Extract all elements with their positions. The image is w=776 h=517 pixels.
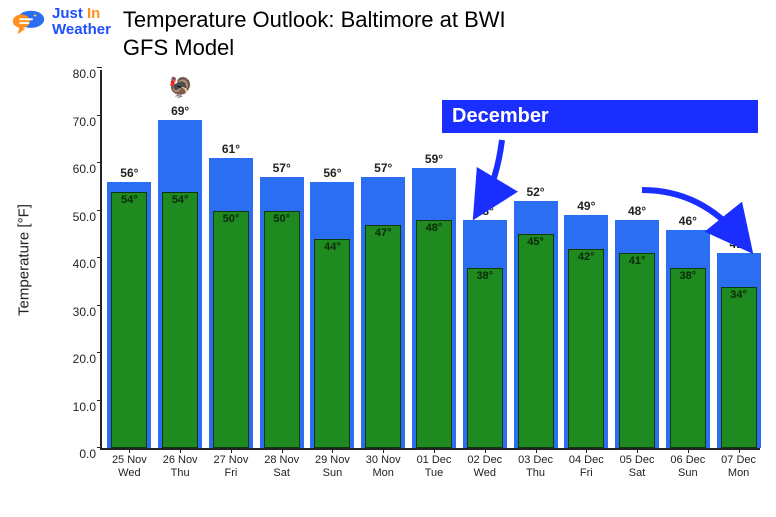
chart-titles: Temperature Outlook: Baltimore at BWI GF… xyxy=(123,6,506,61)
x-tick-label: 27 NovFri xyxy=(206,454,256,479)
chart: Temperature [°F] 0.010.020.030.040.050.0… xyxy=(60,70,760,490)
cloud-chat-icon: ✦ xyxy=(10,6,48,44)
x-tick-label: 01 DecTue xyxy=(409,454,459,479)
chart-title: Temperature Outlook: Baltimore at BWI xyxy=(123,6,506,34)
logo-word-in: In xyxy=(87,5,100,22)
chart-subtitle: GFS Model xyxy=(123,34,506,62)
logo: ✦ Just In Weather xyxy=(10,6,111,44)
y-tick-label: 40.0 xyxy=(60,257,96,271)
x-tick-label: 28 NovSat xyxy=(257,454,307,479)
svg-text:✦: ✦ xyxy=(33,12,38,19)
logo-text: Just In Weather xyxy=(52,6,111,38)
x-tick-label: 07 DecMon xyxy=(714,454,764,479)
logo-word-weather: Weather xyxy=(52,21,111,38)
x-tick-label: 02 DecWed xyxy=(460,454,510,479)
y-tick-label: 10.0 xyxy=(60,400,96,414)
y-tick-label: 30.0 xyxy=(60,305,96,319)
x-tick-label: 03 DecThu xyxy=(511,454,561,479)
y-tick-label: 20.0 xyxy=(60,352,96,366)
arrow-overlay xyxy=(102,70,762,450)
logo-word-just: Just xyxy=(52,5,83,22)
y-axis-label: Temperature [°F] xyxy=(16,204,33,316)
y-tick-label: 0.0 xyxy=(60,447,96,461)
plot-area: 0.010.020.030.040.050.060.070.080.056°54… xyxy=(100,70,760,450)
y-tick-label: 60.0 xyxy=(60,162,96,176)
y-tick-label: 50.0 xyxy=(60,210,96,224)
x-tick-label: 05 DecSat xyxy=(612,454,662,479)
y-tick-label: 80.0 xyxy=(60,67,96,81)
x-tick-label: 29 NovSun xyxy=(307,454,357,479)
x-tick-label: 06 DecSun xyxy=(663,454,713,479)
x-tick-label: 30 NovMon xyxy=(358,454,408,479)
x-tick-label: 25 NovWed xyxy=(104,454,154,479)
x-tick-label: 04 DecFri xyxy=(561,454,611,479)
y-tick-label: 70.0 xyxy=(60,115,96,129)
header: ✦ Just In Weather Temperature Outlook: B… xyxy=(0,0,776,61)
x-tick-label: 26 NovThu xyxy=(155,454,205,479)
y-tick-mark xyxy=(97,67,102,68)
